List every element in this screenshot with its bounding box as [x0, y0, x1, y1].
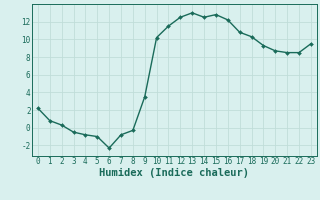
- X-axis label: Humidex (Indice chaleur): Humidex (Indice chaleur): [100, 168, 249, 178]
